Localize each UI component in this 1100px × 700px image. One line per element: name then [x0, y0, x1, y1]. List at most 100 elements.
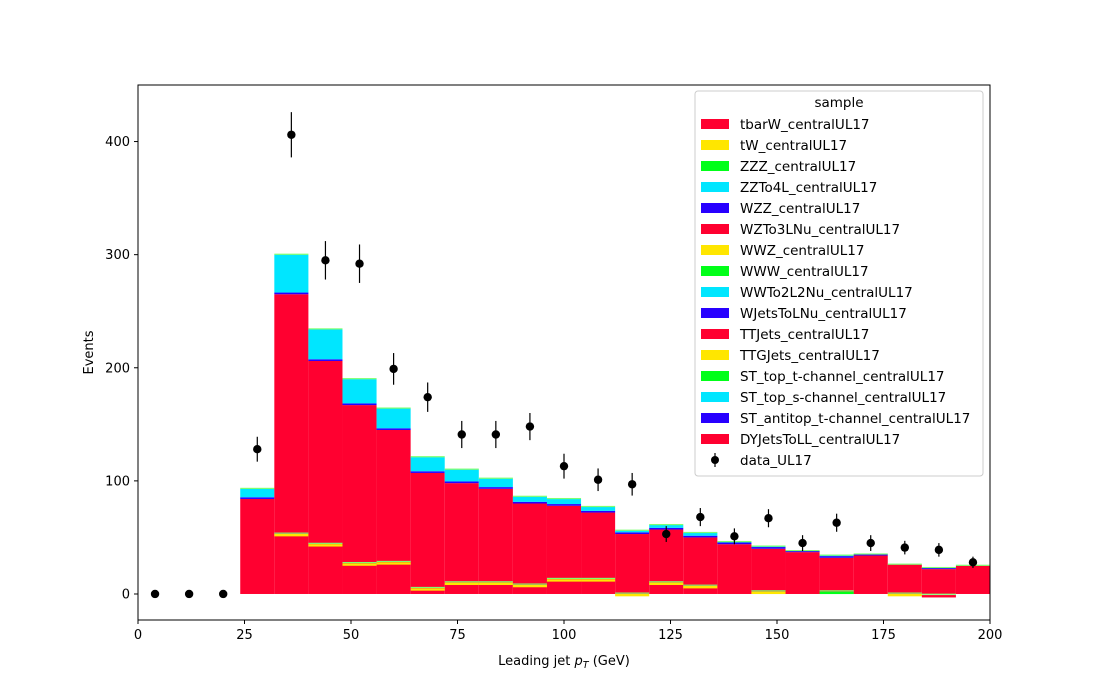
- y-tick-label-1: 100: [105, 474, 130, 489]
- x-axis-label-main: Leading jet: [498, 654, 574, 669]
- bar-dyjets-17: [819, 557, 854, 594]
- bar-st-top-s-8: [512, 496, 547, 502]
- data-point-16: [696, 512, 705, 522]
- bar-cap-2: [308, 328, 343, 330]
- data-point-6: [355, 259, 364, 268]
- bar-dyjets-15: [751, 548, 786, 594]
- bar-st-antitop-13: [683, 535, 718, 538]
- data-point-14: [627, 480, 637, 489]
- bar-st-antitop-15: [751, 547, 786, 549]
- minor-line-cap-8: [546, 577, 582, 580]
- y-tick-label-0: 0: [122, 587, 130, 602]
- minor-line-cap-13: [751, 590, 786, 592]
- data-point-24: [968, 558, 978, 567]
- minor-line-10: [615, 593, 650, 597]
- data-point-1: [184, 589, 194, 599]
- bar-st-antitop-2: [308, 359, 343, 361]
- bar-st-antitop-4: [376, 428, 411, 430]
- data-point-7: [389, 364, 398, 374]
- data-point-11: [525, 422, 535, 431]
- x-axis: 0 25 50 75 100 125 150 175 200: [134, 620, 1003, 643]
- bar-dyjets-14: [717, 544, 752, 594]
- bar-dyjets-8: [512, 503, 547, 594]
- data-point-3: [253, 445, 262, 454]
- legend-swatch-0: [701, 119, 729, 129]
- legend-swatch-15: [701, 434, 729, 444]
- legend-label-0: tbarW_centralUL17: [740, 117, 870, 133]
- legend-label-3: ZZTo4L_centralUL17: [740, 180, 877, 196]
- minor-line-13: [751, 591, 786, 595]
- y-tick-label-2: 200: [105, 361, 130, 376]
- bar-cap-13: [683, 531, 718, 534]
- x-axis-label-unit: (GeV): [589, 654, 630, 669]
- x-tick-label-6: 150: [765, 628, 790, 643]
- x-tick-label-1: 25: [236, 628, 253, 643]
- bar-cap-5: [410, 456, 445, 458]
- y-axis-label: Events: [82, 330, 97, 374]
- x-tick-label-8: 200: [978, 628, 1003, 643]
- minor-line-11: [649, 582, 684, 586]
- x-tick-label-7: 175: [871, 628, 896, 643]
- bar-st-top-s-11: [615, 530, 650, 533]
- minor-line-4: [410, 588, 445, 591]
- bar-dyjets-6: [444, 483, 479, 594]
- bar-cap-7: [478, 477, 513, 479]
- bar-cap-9: [546, 497, 582, 500]
- minor-line-0: [274, 533, 309, 537]
- x-axis-label: Leading jet pT (GeV): [498, 654, 630, 671]
- x-axis-label-symbol: p: [573, 654, 582, 669]
- bar-cap-15: [751, 545, 786, 547]
- bar-dyjets-11: [615, 534, 650, 594]
- legend-label-13: ST_top_s-channel_centralUL17: [740, 390, 946, 406]
- bar-st-top-s-9: [546, 498, 582, 505]
- data-point-4: [287, 130, 296, 139]
- bar-dyjets-20: [921, 569, 956, 594]
- minor-line-cap-10: [615, 592, 650, 594]
- legend-box: [694, 90, 984, 477]
- bar-cap-4: [376, 407, 411, 409]
- minor-line-6: [478, 582, 513, 586]
- minor-line-cap-6: [478, 581, 513, 583]
- legend: sample tbarW_centralUL17 tW_centralUL17 ZZZ…: [694, 90, 984, 477]
- bar-cap-1: [274, 253, 309, 255]
- x-tick-label-4: 100: [552, 628, 577, 643]
- legend-swatch-8: [701, 287, 729, 297]
- bar-st-antitop-6: [444, 481, 479, 484]
- minor-line-cap-12: [683, 584, 718, 586]
- bar-st-antitop-17: [819, 556, 854, 558]
- bar-cap-12: [649, 523, 684, 526]
- bar-st-antitop-11: [615, 532, 650, 535]
- bar-st-top-s-7: [478, 478, 513, 488]
- bar-st-top-s-1: [274, 254, 309, 293]
- minor-line-cap-1: [308, 542, 343, 544]
- bar-st-antitop-5: [410, 471, 445, 473]
- y-tick-label-4: 400: [105, 135, 130, 150]
- legend-swatch-13: [701, 392, 729, 402]
- minor-line-cap-4: [410, 586, 445, 589]
- legend-swatch-11: [701, 350, 729, 360]
- bar-st-antitop-16: [785, 551, 820, 553]
- bar-dyjets-7: [478, 488, 513, 594]
- bar-st-top-s-17: [819, 555, 854, 557]
- bar-st-top-s-3: [342, 379, 377, 404]
- bar-dyjets-0: [240, 498, 275, 594]
- bar-cap-18: [853, 553, 888, 555]
- legend-label-4: WZZ_centralUL17: [740, 201, 860, 217]
- legend-label-11: TTGJets_centralUL17: [739, 348, 880, 364]
- legend-label-2: ZZZ_centralUL17: [740, 159, 856, 175]
- minor-line-2: [342, 563, 377, 566]
- legend-label-5: WZTo3LNu_centralUL17: [740, 222, 900, 238]
- minor-line-cap-5: [444, 581, 479, 583]
- data-point-10: [491, 430, 501, 439]
- bar-st-antitop-10: [581, 510, 616, 513]
- bar-st-top-s-4: [376, 408, 411, 429]
- legend-swatch-6: [701, 245, 729, 255]
- data-point-15: [662, 529, 671, 539]
- legend-swatch-4: [701, 203, 729, 213]
- bar-cap-0: [240, 487, 275, 489]
- x-tick-label-5: 125: [658, 628, 683, 643]
- minor-line-cap-3: [376, 560, 411, 563]
- bar-dyjets-16: [785, 552, 820, 594]
- legend-swatch-1: [701, 140, 729, 150]
